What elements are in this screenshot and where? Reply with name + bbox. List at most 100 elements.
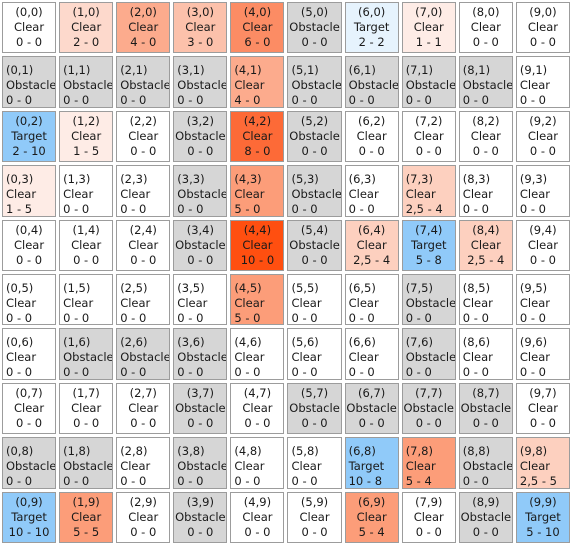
grid-cell-2-9[interactable]: (2,9) Clear 0 - 0 <box>116 491 171 543</box>
grid-cell-2-2[interactable]: (2,2) Clear 0 - 0 <box>116 110 171 163</box>
grid-cell-4-5[interactable]: (4,5) Clear 5 - 0 <box>230 274 285 326</box>
grid-cell-9-3[interactable]: (9,3) Clear 0 - 0 <box>515 165 570 217</box>
grid-cell-3-5[interactable]: (3,5) Clear 0 - 0 <box>173 274 228 326</box>
grid-cell-5-9[interactable]: (5,9) Clear 0 - 0 <box>287 491 342 543</box>
grid-cell-8-4[interactable]: (8,4) Clear 2,5 - 4 <box>458 219 513 271</box>
grid-cell-6-7[interactable]: (6,7) Obstacle 0 - 0 <box>344 382 399 435</box>
grid-cell-3-1[interactable]: (3,1) Obstacle 0 - 0 <box>173 56 228 108</box>
grid-cell-0-9[interactable]: (0,9) Target 10 - 10 <box>2 491 57 543</box>
grid-cell-0-0[interactable]: (0,0) Clear 0 - 0 <box>2 2 57 54</box>
grid-cell-8-6[interactable]: (8,6) Clear 0 - 0 <box>458 328 513 380</box>
grid-cell-3-2[interactable]: (3,2) Obstacle 0 - 0 <box>173 110 228 163</box>
grid-cell-2-3[interactable]: (2,3) Clear 0 - 0 <box>116 165 171 217</box>
grid-cell-0-4[interactable]: (0,4) Clear 0 - 0 <box>2 219 57 271</box>
grid-cell-7-9[interactable]: (7,9) Clear 0 - 0 <box>401 491 456 543</box>
grid-cell-6-0[interactable]: (6,0) Target 2 - 2 <box>344 2 399 54</box>
grid-cell-5-7[interactable]: (5,7) Obstacle 0 - 0 <box>287 382 342 435</box>
grid-cell-0-7[interactable]: (0,7) Clear 0 - 0 <box>2 382 57 435</box>
grid-cell-6-8[interactable]: (6,8) Target 10 - 8 <box>344 437 399 489</box>
grid-cell-3-7[interactable]: (3,7) Obstacle 0 - 0 <box>173 382 228 435</box>
grid-cell-7-8[interactable]: (7,8) Clear 5 - 4 <box>401 437 456 489</box>
grid-cell-1-6[interactable]: (1,6) Obstacle 0 - 0 <box>59 328 114 380</box>
grid-cell-7-6[interactable]: (7,6) Obstacle 0 - 0 <box>401 328 456 380</box>
grid-cell-1-1[interactable]: (1,1) Obstacle 0 - 0 <box>59 56 114 108</box>
grid-cell-4-7[interactable]: (4,7) Clear 0 - 0 <box>230 382 285 435</box>
grid-cell-6-9[interactable]: (6,9) Clear 5 - 4 <box>344 491 399 543</box>
grid-cell-1-7[interactable]: (1,7) Clear 0 - 0 <box>59 382 114 435</box>
grid-cell-9-7[interactable]: (9,7) Clear 0 - 0 <box>515 382 570 435</box>
grid-cell-5-0[interactable]: (5,0) Obstacle 0 - 0 <box>287 2 342 54</box>
grid-cell-1-5[interactable]: (1,5) Clear 0 - 0 <box>59 274 114 326</box>
grid-cell-7-1[interactable]: (7,1) Obstacle 0 - 0 <box>401 56 456 108</box>
grid-cell-9-8[interactable]: (9,8) Clear 2,5 - 5 <box>515 437 570 489</box>
grid-cell-2-8[interactable]: (2,8) Clear 0 - 0 <box>116 437 171 489</box>
grid-cell-8-3[interactable]: (8,3) Clear 0 - 0 <box>458 165 513 217</box>
grid-cell-3-3[interactable]: (3,3) Obstacle 0 - 0 <box>173 165 228 217</box>
grid-cell-4-4[interactable]: (4,4) Clear 10 - 0 <box>230 219 285 271</box>
grid-cell-8-9[interactable]: (8,9) Obstacle 0 - 0 <box>458 491 513 543</box>
grid-cell-3-4[interactable]: (3,4) Obstacle 0 - 0 <box>173 219 228 271</box>
grid-cell-1-9[interactable]: (1,9) Clear 5 - 5 <box>59 491 114 543</box>
grid-cell-5-3[interactable]: (5,3) Obstacle 0 - 0 <box>287 165 342 217</box>
grid-cell-2-5[interactable]: (2,5) Clear 0 - 0 <box>116 274 171 326</box>
grid-cell-4-9[interactable]: (4,9) Clear 0 - 0 <box>230 491 285 543</box>
grid-cell-8-2[interactable]: (8,2) Clear 0 - 0 <box>458 110 513 163</box>
grid-cell-0-8[interactable]: (0,8) Obstacle 0 - 0 <box>2 437 57 489</box>
grid-cell-6-3[interactable]: (6,3) Clear 0 - 0 <box>344 165 399 217</box>
grid-cell-5-8[interactable]: (5,8) Clear 0 - 0 <box>287 437 342 489</box>
grid-cell-6-1[interactable]: (6,1) Obstacle 0 - 0 <box>344 56 399 108</box>
grid-cell-4-8[interactable]: (4,8) Clear 0 - 0 <box>230 437 285 489</box>
grid-cell-6-5[interactable]: (6,5) Clear 0 - 0 <box>344 274 399 326</box>
grid-cell-4-3[interactable]: (4,3) Clear 5 - 0 <box>230 165 285 217</box>
grid-cell-3-0[interactable]: (3,0) Clear 3 - 0 <box>173 2 228 54</box>
grid-cell-5-6[interactable]: (5,6) Clear 0 - 0 <box>287 328 342 380</box>
grid-cell-4-6[interactable]: (4,6) Clear 0 - 0 <box>230 328 285 380</box>
grid-cell-7-2[interactable]: (7,2) Clear 0 - 0 <box>401 110 456 163</box>
grid-cell-7-4[interactable]: (7,4) Target 5 - 8 <box>401 219 456 271</box>
grid-cell-5-1[interactable]: (5,1) Obstacle 0 - 0 <box>287 56 342 108</box>
grid-cell-2-0[interactable]: (2,0) Clear 4 - 0 <box>116 2 171 54</box>
grid-cell-7-3[interactable]: (7,3) Clear 2,5 - 4 <box>401 165 456 217</box>
grid-cell-6-4[interactable]: (6,4) Clear 2,5 - 4 <box>344 219 399 271</box>
grid-cell-1-2[interactable]: (1,2) Clear 1 - 5 <box>59 110 114 163</box>
grid-cell-5-5[interactable]: (5,5) Clear 0 - 0 <box>287 274 342 326</box>
grid-cell-5-2[interactable]: (5,2) Obstacle 0 - 0 <box>287 110 342 163</box>
grid-cell-7-7[interactable]: (7,7) Obstacle 0 - 0 <box>401 382 456 435</box>
grid-cell-5-4[interactable]: (5,4) Obstacle 0 - 0 <box>287 219 342 271</box>
grid-cell-2-7[interactable]: (2,7) Clear 0 - 0 <box>116 382 171 435</box>
grid-cell-2-1[interactable]: (2,1) Obstacle 0 - 0 <box>116 56 171 108</box>
grid-cell-1-8[interactable]: (1,8) Obstacle 0 - 0 <box>59 437 114 489</box>
grid-cell-9-5[interactable]: (9,5) Clear 0 - 0 <box>515 274 570 326</box>
grid-cell-0-6[interactable]: (0,6) Clear 0 - 0 <box>2 328 57 380</box>
grid-cell-8-1[interactable]: (8,1) Obstacle 0 - 0 <box>458 56 513 108</box>
grid-cell-2-4[interactable]: (2,4) Clear 0 - 0 <box>116 219 171 271</box>
grid-cell-7-5[interactable]: (7,5) Obstacle 0 - 0 <box>401 274 456 326</box>
grid-cell-9-0[interactable]: (9,0) Clear 0 - 0 <box>515 2 570 54</box>
grid-cell-4-0[interactable]: (4,0) Clear 6 - 0 <box>230 2 285 54</box>
grid-cell-1-3[interactable]: (1,3) Clear 0 - 0 <box>59 165 114 217</box>
grid-cell-3-6[interactable]: (3,6) Obstacle 0 - 0 <box>173 328 228 380</box>
grid-cell-3-9[interactable]: (3,9) Obstacle 0 - 0 <box>173 491 228 543</box>
grid-cell-8-5[interactable]: (8,5) Clear 0 - 0 <box>458 274 513 326</box>
grid-cell-8-0[interactable]: (8,0) Clear 0 - 0 <box>458 2 513 54</box>
grid-cell-6-6[interactable]: (6,6) Clear 0 - 0 <box>344 328 399 380</box>
grid-cell-0-5[interactable]: (0,5) Clear 0 - 0 <box>2 274 57 326</box>
grid-cell-0-1[interactable]: (0,1) Obstacle 0 - 0 <box>2 56 57 108</box>
grid-cell-6-2[interactable]: (6,2) Clear 0 - 0 <box>344 110 399 163</box>
grid-cell-9-6[interactable]: (9,6) Clear 0 - 0 <box>515 328 570 380</box>
grid-cell-9-9[interactable]: (9,9) Target 5 - 10 <box>515 491 570 543</box>
grid-cell-1-4[interactable]: (1,4) Clear 0 - 0 <box>59 219 114 271</box>
grid-cell-9-1[interactable]: (9,1) Clear 0 - 0 <box>515 56 570 108</box>
grid-cell-9-2[interactable]: (9,2) Clear 0 - 0 <box>515 110 570 163</box>
grid-cell-3-8[interactable]: (3,8) Obstacle 0 - 0 <box>173 437 228 489</box>
grid-cell-8-7[interactable]: (8,7) Obstacle 0 - 0 <box>458 382 513 435</box>
grid-cell-8-8[interactable]: (8,8) Obstacle 0 - 0 <box>458 437 513 489</box>
grid-cell-7-0[interactable]: (7,0) Clear 1 - 1 <box>401 2 456 54</box>
grid-cell-4-1[interactable]: (4,1) Clear 4 - 0 <box>230 56 285 108</box>
grid-cell-1-0[interactable]: (1,0) Clear 2 - 0 <box>59 2 114 54</box>
grid-cell-2-6[interactable]: (2,6) Obstacle 0 - 0 <box>116 328 171 380</box>
grid-cell-9-4[interactable]: (9,4) Clear 0 - 0 <box>515 219 570 271</box>
grid-cell-0-2[interactable]: (0,2) Target 2 - 10 <box>2 110 57 163</box>
grid-cell-4-2[interactable]: (4,2) Clear 8 - 0 <box>230 110 285 163</box>
grid-cell-0-3[interactable]: (0,3) Clear 1 - 5 <box>2 165 57 217</box>
